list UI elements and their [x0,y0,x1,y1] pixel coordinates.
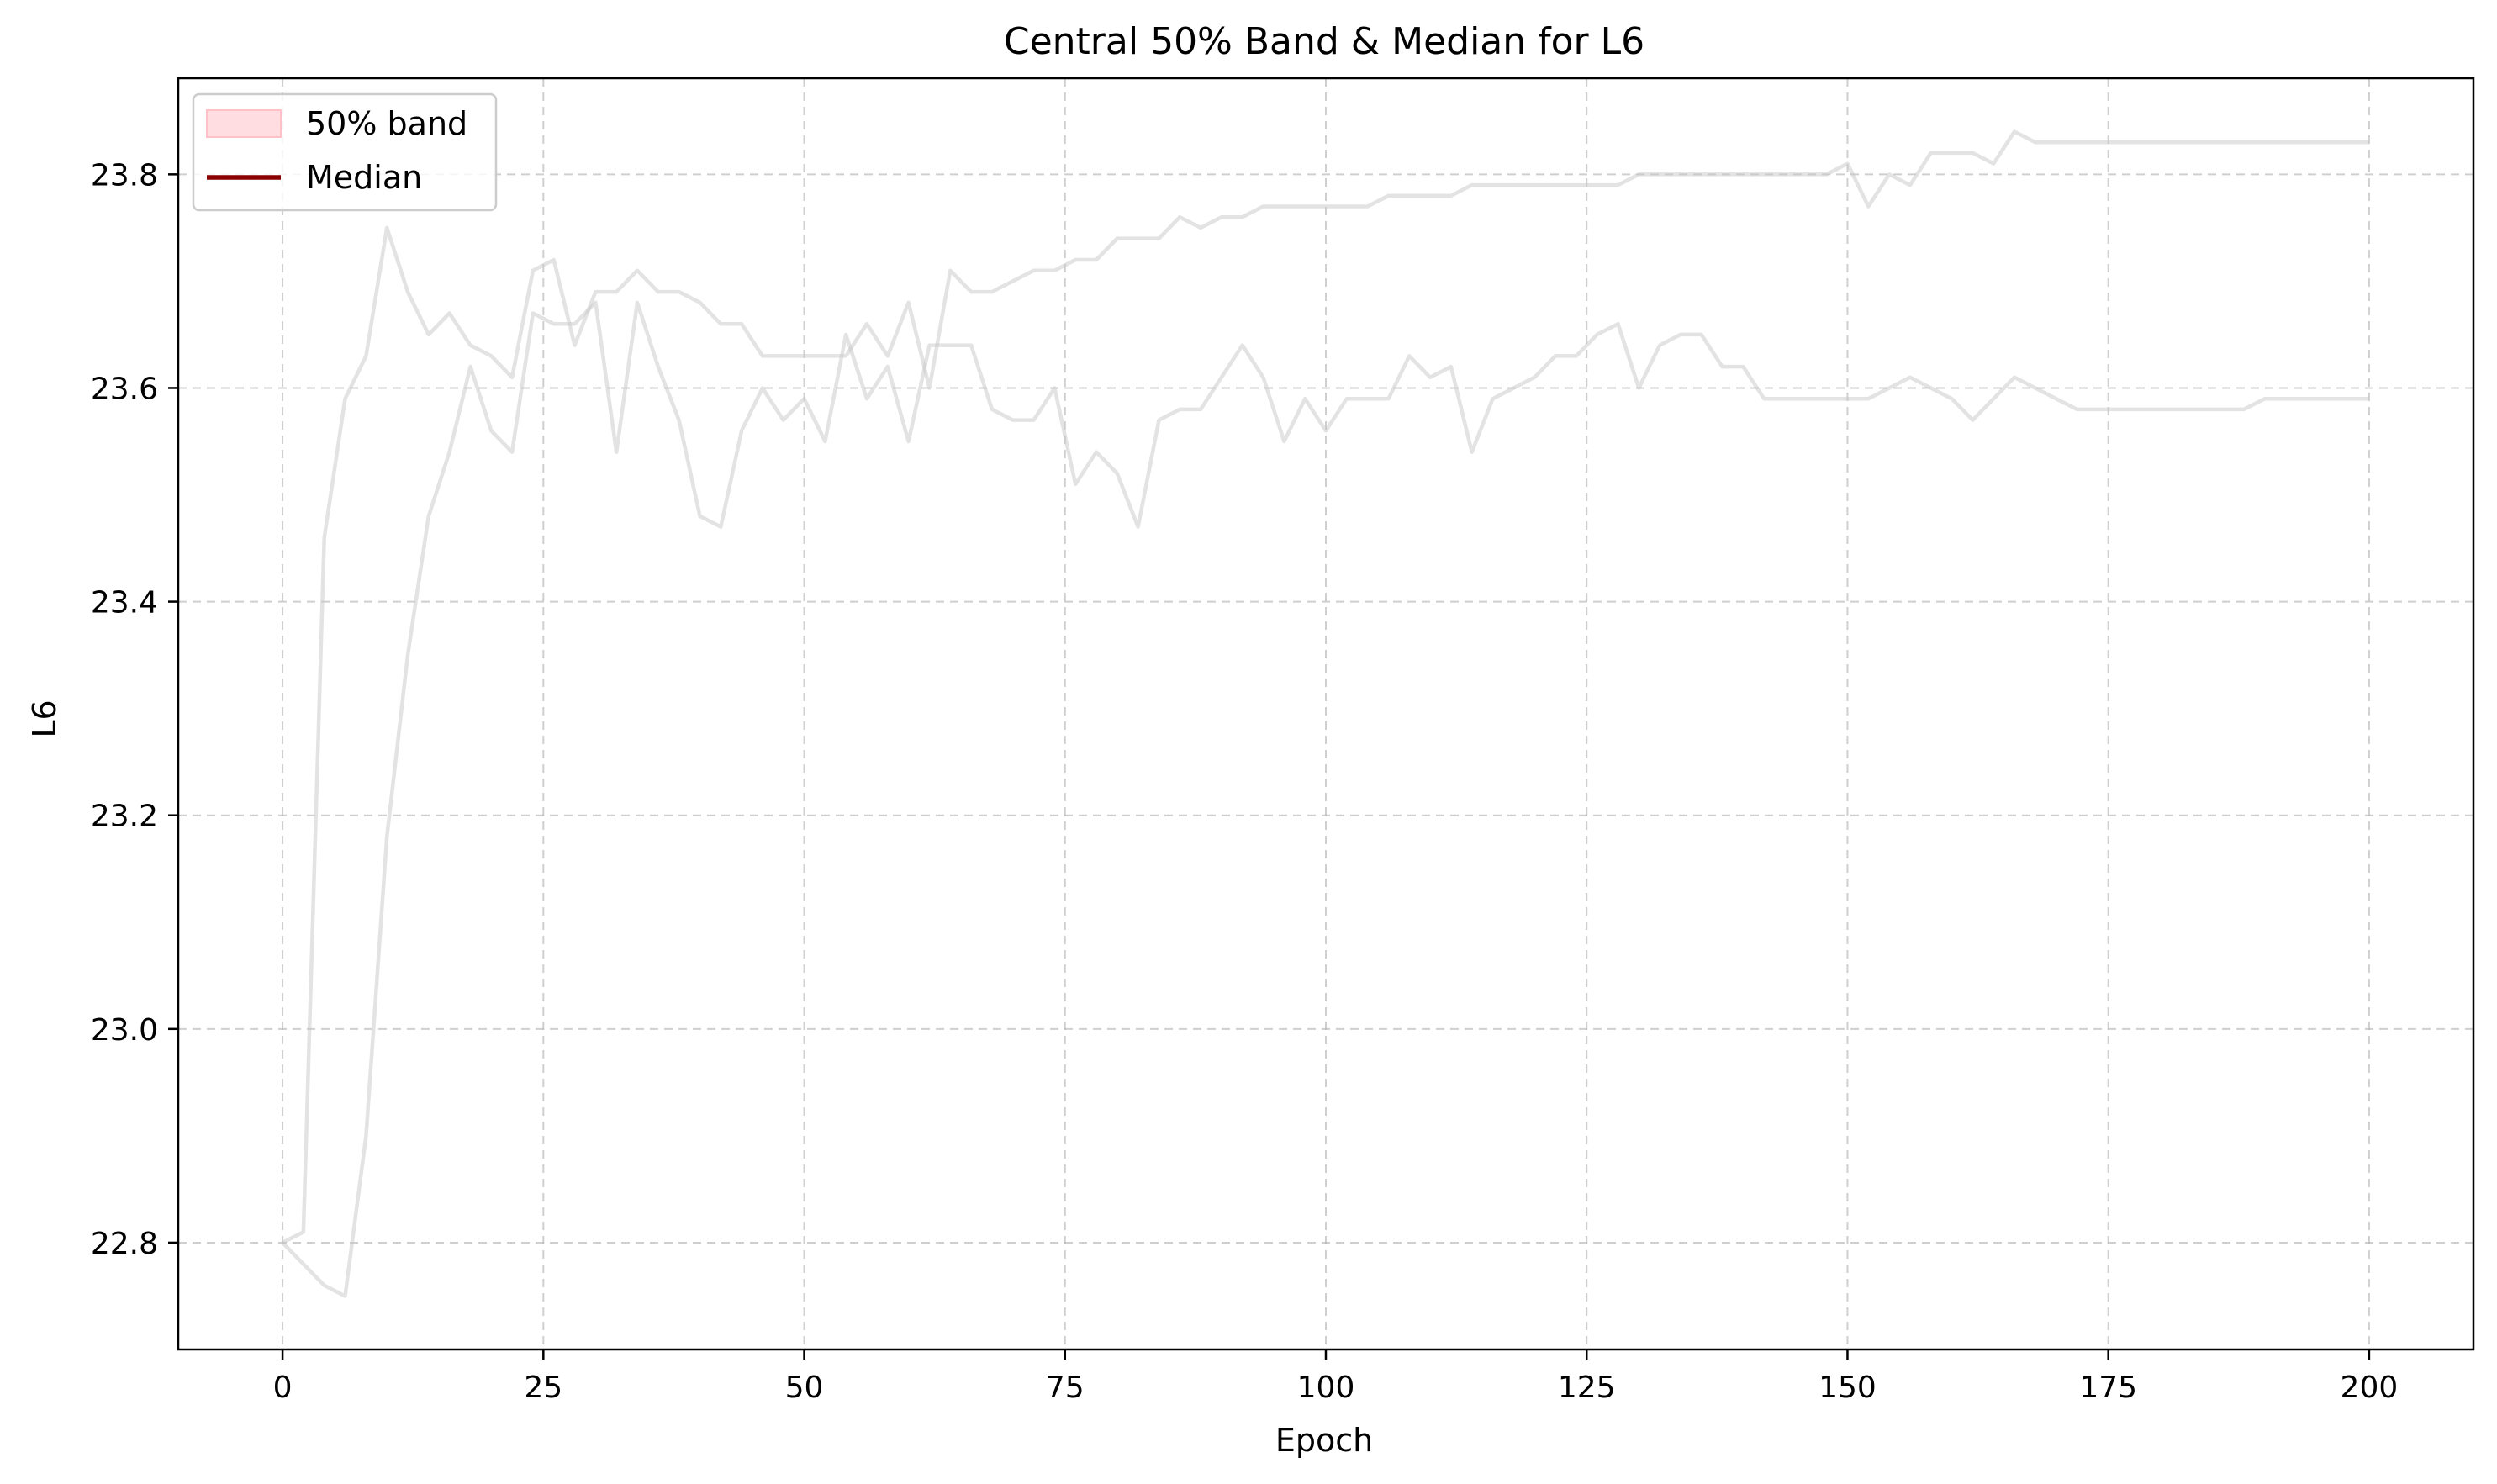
legend-swatch-band [206,109,282,138]
y-tick-label: 22.8 [91,1227,158,1261]
x-tick-label: 25 [524,1370,562,1405]
x-tick-label: 75 [1046,1370,1085,1405]
x-tick-label: 50 [785,1370,824,1405]
x-axis-label: Epoch [1275,1422,1373,1459]
y-axis: 22.8 23.0 23.2 23.4 23.6 23.8 [91,158,178,1261]
x-axis: 0 25 50 75 100 125 150 175 200 [273,1349,2399,1405]
series-line-2 [281,300,2369,1298]
legend-label-band: 50% band [306,105,467,142]
y-tick-label: 23.8 [91,158,158,193]
y-tick-label: 23.0 [91,1013,158,1048]
y-tick-label: 23.4 [91,586,158,621]
x-tick-label: 100 [1297,1370,1355,1405]
x-tick-label: 125 [1558,1370,1616,1405]
y-tick-label: 23.6 [91,372,158,406]
x-tick-label: 150 [1819,1370,1877,1405]
grid [178,78,2473,1349]
y-axis-label: L6 [26,700,63,737]
legend-label-median: Median [306,159,422,196]
x-tick-label: 200 [2341,1370,2399,1405]
series-line-1 [282,129,2369,1244]
chart-title: Central 50% Band & Median for L6 [1004,20,1644,63]
legend: 50% band Median [192,92,498,212]
x-tick-label: 175 [2079,1370,2137,1405]
y-tick-label: 23.2 [91,800,158,834]
x-tick-label: 0 [273,1370,293,1405]
series-layer [281,129,2369,1298]
